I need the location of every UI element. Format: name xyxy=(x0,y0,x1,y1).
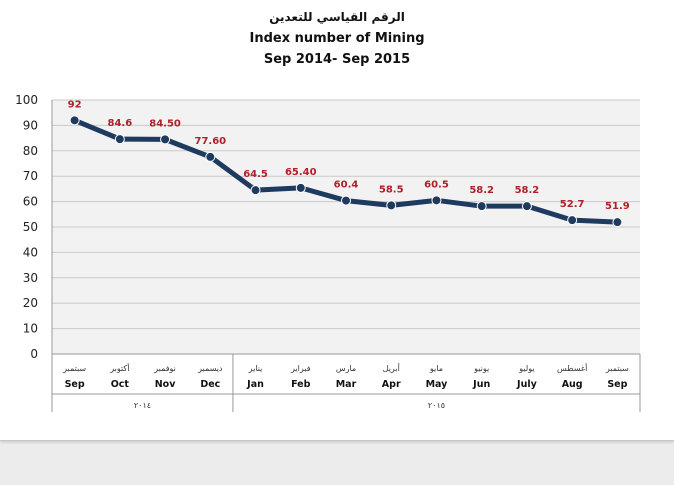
x-tick-label: Jan xyxy=(246,379,264,390)
data-point xyxy=(205,151,216,162)
y-tick-label: 10 xyxy=(23,322,38,336)
y-tick-label: 20 xyxy=(23,296,38,310)
x-tick-label-arabic: يوليو xyxy=(518,364,534,373)
data-label: 77.60 xyxy=(194,136,226,147)
x-tick-label-arabic: مايو xyxy=(429,364,443,373)
x-tick-label: July xyxy=(516,379,538,390)
y-tick-label: 40 xyxy=(23,245,38,259)
x-tick-label: Jun xyxy=(472,379,490,390)
x-tick-label-arabic: يونيو xyxy=(473,364,489,373)
data-label: 58.2 xyxy=(515,185,540,196)
data-point xyxy=(476,201,487,212)
x-tick-label-arabic: سبتمبر xyxy=(605,364,629,373)
chart-subtitle: Sep 2014- Sep 2015 xyxy=(263,52,411,67)
data-point xyxy=(250,185,261,196)
y-tick-label: 0 xyxy=(30,347,38,361)
chart-title-arabic: الرقم القياسي للتعدين xyxy=(269,10,405,24)
y-tick-label: 60 xyxy=(23,195,38,209)
x-tick-label-arabic: أغسطس xyxy=(557,363,587,373)
data-label: 84.6 xyxy=(108,118,133,129)
x-tick-label: Sep xyxy=(65,379,85,390)
x-tick-label: Nov xyxy=(155,379,176,390)
y-tick-label: 100 xyxy=(15,93,38,107)
x-tick-label-arabic: سبتمبر xyxy=(62,364,86,373)
data-label: 60.4 xyxy=(334,180,359,191)
chart-panel: الرقم القياسي للتعدين Index number of Mi… xyxy=(0,0,674,441)
data-point xyxy=(160,134,171,145)
line-chart: 0 10 20 30 40 50 60 70 80 90 100 سبتمبر Sep أكتوبر Oct… xyxy=(15,93,641,412)
data-point xyxy=(521,201,532,212)
x-tick-label: Apr xyxy=(382,379,401,390)
x-tick-label-arabic: ديسمبر xyxy=(197,364,223,373)
x-tick-label: Dec xyxy=(200,379,220,390)
x-tick-label-arabic: أبريل xyxy=(383,363,400,373)
data-label: 65.40 xyxy=(285,167,317,178)
y-tick-label: 70 xyxy=(23,169,38,183)
x-tick-label-arabic: فبراير xyxy=(290,364,311,373)
x-tick-label-arabic: نوفمبر xyxy=(153,364,176,373)
x-tick-label: Oct xyxy=(111,379,130,390)
x-tick-label: Mar xyxy=(336,379,357,390)
x-tick-label-arabic: يناير xyxy=(248,364,263,373)
x-tick-label-arabic: أكتوبر xyxy=(109,363,129,373)
x-tick-label: Feb xyxy=(291,379,311,390)
year-group-label: ٢٠١٤ xyxy=(134,401,151,410)
data-point xyxy=(341,195,351,206)
chart-title: Index number of Mining xyxy=(249,31,425,46)
data-point xyxy=(431,195,442,206)
data-point xyxy=(114,134,125,145)
data-label: 58.5 xyxy=(379,184,404,195)
data-label: 92 xyxy=(68,99,82,110)
y-tick-label: 30 xyxy=(23,271,38,285)
data-label: 60.5 xyxy=(424,179,449,190)
y-tick-label: 90 xyxy=(23,118,38,132)
data-point xyxy=(612,217,623,228)
data-point xyxy=(386,200,397,211)
x-tick-label: Aug xyxy=(562,379,583,390)
data-point xyxy=(69,115,80,126)
y-tick-label: 80 xyxy=(23,144,38,158)
x-tick-label-arabic: مارس xyxy=(336,364,356,373)
data-point xyxy=(295,182,306,193)
x-tick-label: Sep xyxy=(607,379,627,390)
data-label: 58.2 xyxy=(469,185,494,196)
data-label: 52.7 xyxy=(560,199,585,210)
data-label: 64.5 xyxy=(243,169,268,180)
y-tick-label: 50 xyxy=(23,220,38,234)
data-label: 84.50 xyxy=(149,118,181,129)
data-point xyxy=(567,215,578,226)
data-label: 51.9 xyxy=(605,201,630,212)
x-tick-label: May xyxy=(426,379,449,390)
year-group-label: ٢٠١٥ xyxy=(428,401,445,410)
